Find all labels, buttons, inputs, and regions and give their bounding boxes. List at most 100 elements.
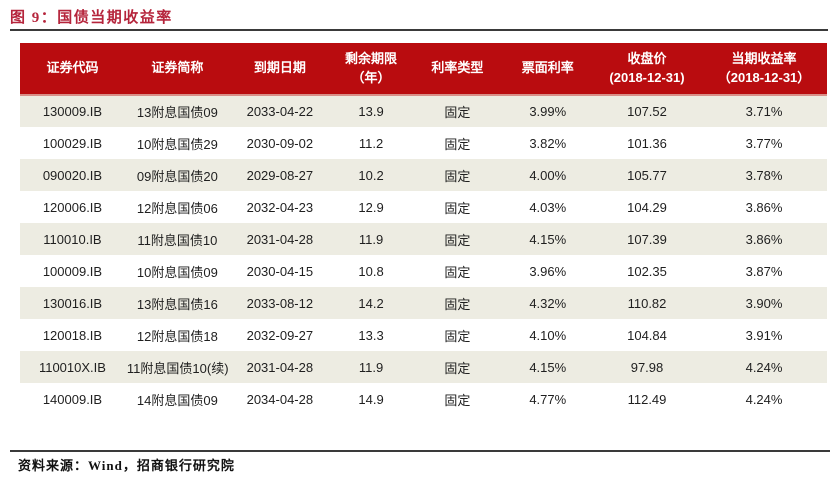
cell-rate_type: 固定 (444, 105, 471, 120)
table-row: 120018.IB 12附息国债18 2032-09-27 13.3 固定 4.10% 10… (20, 319, 827, 351)
table-body: 130009.IB 13附息国债09 2033-04-22 13.9 固定 3.99% 10… (20, 95, 827, 415)
cell-maturity: 2032-09-27 (246, 327, 314, 343)
col-header-label: 剩余期限 (345, 50, 398, 66)
cell-code: 090020.IB (42, 167, 103, 183)
table-row: 130016.IB 13附息国债16 2033-08-12 14.2 固定 4.32% 11… (20, 287, 827, 319)
cell-close_price: 107.52 (627, 104, 667, 119)
cell-close_price: 104.29 (627, 199, 667, 215)
col-header-sublabel: (2018-12-31) (609, 69, 685, 85)
cell-remaining_years: 11.9 (358, 359, 384, 375)
cell-remaining_years: 14.9 (358, 391, 384, 407)
cell-rate_type: 固定 (444, 200, 471, 216)
cell-code: 100009.IB (42, 263, 103, 279)
col-header-code: 证券代码 (20, 43, 125, 96)
cell-maturity: 2031-04-28 (246, 231, 314, 247)
cell-rate_type: 固定 (444, 232, 471, 248)
bond-yield-table: 证券代码 证券简称 到期日期 剩余期限 （年） 利率类型 (20, 43, 827, 415)
cell-rate_type: 固定 (444, 264, 471, 280)
cell-rate_type: 固定 (444, 328, 471, 344)
cell-coupon: 3.82% (529, 135, 567, 151)
cell-rate_type: 固定 (444, 296, 471, 312)
col-header-coupon: 票面利率 (502, 43, 593, 96)
cell-rate_type: 固定 (444, 360, 471, 376)
cell-name: 10附息国债09 (136, 264, 218, 280)
col-header-label: 利率类型 (431, 60, 484, 76)
cell-rate_type: 固定 (444, 392, 471, 408)
header-row: 证券代码 证券简称 到期日期 剩余期限 （年） 利率类型 (20, 43, 827, 96)
cell-name: 13附息国债16 (136, 296, 218, 312)
cell-name: 12附息国债06 (136, 200, 218, 216)
cell-close_price: 107.39 (627, 231, 667, 247)
cell-current_yield: 3.71% (745, 104, 783, 119)
cell-current_yield: 3.91% (745, 327, 783, 343)
cell-name: 13附息国债09 (136, 105, 218, 120)
cell-coupon: 4.00% (529, 167, 567, 183)
cell-name: 10附息国债29 (136, 136, 218, 152)
cell-code: 120006.IB (42, 199, 103, 215)
cell-code: 140009.IB (42, 391, 103, 407)
col-header-label: 当期收益率 (731, 50, 797, 66)
figure-title: 图 9：国债当期收益率 (10, 10, 173, 26)
cell-name: 11附息国债10 (137, 232, 218, 248)
col-header-sublabel: （2018-12-31） (717, 69, 811, 85)
cell-current_yield: 3.90% (745, 295, 783, 311)
title-divider (10, 29, 828, 31)
table-row: 110010X.IB 11附息国债10(续) 2031-04-28 11.9 固定 4.1… (20, 351, 827, 383)
cell-name: 09附息国债20 (136, 168, 218, 184)
cell-remaining_years: 13.9 (358, 104, 384, 119)
cell-code: 110010X.IB (38, 359, 106, 375)
table-row: 110010.IB 11附息国债10 2031-04-28 11.9 固定 4.15% 10… (20, 223, 827, 255)
cell-coupon: 4.77% (529, 391, 567, 407)
table-row: 130009.IB 13附息国债09 2033-04-22 13.9 固定 3.99% 10… (20, 95, 827, 127)
col-header-current-yield: 当期收益率 （2018-12-31） (701, 43, 827, 96)
col-header-maturity: 到期日期 (229, 43, 330, 96)
source-divider (10, 450, 830, 452)
cell-current_yield: 4.24% (745, 359, 783, 375)
table-header: 证券代码 证券简称 到期日期 剩余期限 （年） 利率类型 (20, 43, 827, 96)
table-row: 100009.IB 10附息国债09 2030-04-15 10.8 固定 3.96% 10… (20, 255, 827, 287)
cell-maturity: 2029-08-27 (246, 167, 314, 183)
cell-code: 130009.IB (42, 104, 103, 119)
cell-code: 100029.IB (42, 135, 103, 151)
col-header-remaining-years: 剩余期限 （年） (329, 43, 413, 96)
cell-coupon: 4.15% (529, 359, 567, 375)
cell-rate_type: 固定 (444, 168, 471, 184)
cell-code: 120018.IB (42, 327, 103, 343)
col-header-label: 证券代码 (46, 60, 99, 76)
cell-current_yield: 3.78% (745, 167, 783, 183)
cell-remaining_years: 12.9 (358, 199, 384, 215)
cell-close_price: 101.36 (627, 135, 667, 151)
cell-current_yield: 3.87% (745, 263, 783, 279)
cell-code: 130016.IB (42, 295, 103, 311)
cell-current_yield: 3.86% (745, 231, 783, 247)
col-header-label: 证券简称 (151, 60, 204, 76)
col-header-sublabel: （年） (351, 69, 391, 85)
cell-coupon: 4.32% (529, 295, 567, 311)
cell-maturity: 2034-04-28 (246, 391, 314, 407)
cell-maturity: 2033-04-22 (246, 104, 314, 119)
cell-maturity: 2030-04-15 (246, 263, 314, 279)
source-note: 资料来源：Wind，招商银行研究院 (18, 458, 235, 473)
cell-coupon: 4.15% (529, 231, 567, 247)
cell-remaining_years: 13.3 (358, 327, 384, 343)
cell-coupon: 3.99% (529, 104, 567, 119)
cell-close_price: 102.35 (627, 263, 667, 279)
cell-close_price: 105.77 (627, 167, 667, 183)
cell-close_price: 110.82 (627, 295, 667, 311)
col-header-label: 票面利率 (521, 60, 574, 76)
cell-close_price: 104.84 (627, 327, 667, 343)
col-header-close-price: 收盘价 (2018-12-31) (592, 43, 702, 96)
cell-coupon: 4.10% (529, 327, 567, 343)
cell-current_yield: 3.86% (745, 199, 783, 215)
cell-remaining_years: 11.2 (358, 135, 384, 151)
cell-maturity: 2030-09-02 (246, 135, 314, 151)
cell-coupon: 3.96% (529, 263, 567, 279)
table-row: 120006.IB 12附息国债06 2032-04-23 12.9 固定 4.03% 10… (20, 191, 827, 223)
cell-name: 14附息国债09 (136, 392, 218, 408)
col-header-rate-type: 利率类型 (412, 43, 503, 96)
col-header-name: 证券简称 (124, 43, 230, 96)
table-row: 140009.IB 14附息国债09 2034-04-28 14.9 固定 4.77% 11… (20, 383, 827, 415)
cell-remaining_years: 11.9 (358, 231, 384, 247)
table-row: 100029.IB 10附息国债29 2030-09-02 11.2 固定 3.82% 10… (20, 127, 827, 159)
